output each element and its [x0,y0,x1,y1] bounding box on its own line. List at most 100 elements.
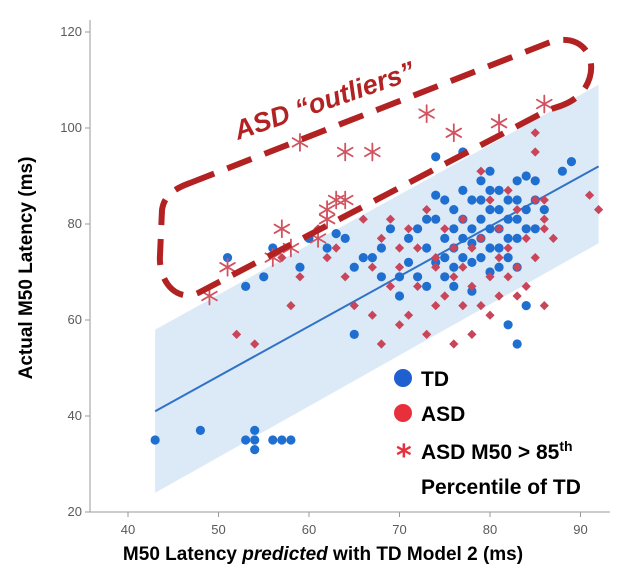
asd-outlier-point [490,113,508,133]
asd-point [467,243,477,253]
td-point [295,262,305,272]
td-point [557,166,568,176]
asd-outlier-point [364,142,381,162]
asd-point [584,190,595,200]
asd-outlier-point [336,142,354,162]
asd-point [431,253,441,263]
legend-asd85-label-line1: ASD M50 > 85th [421,438,573,464]
asd-point [394,243,405,253]
td-point [485,166,495,176]
td-point [331,229,341,239]
td-point [322,243,332,253]
asd-point [476,233,486,243]
asd-point [449,339,459,349]
asd-point [521,281,531,291]
asd-point [340,272,350,282]
y-tick-label: 40 [68,408,82,423]
td-point [521,224,531,234]
td-point [440,253,450,263]
td-point [440,233,450,243]
td-point [277,435,287,445]
y-tick-label: 100 [60,120,82,135]
asd-point [539,301,549,311]
td-point [367,253,377,263]
td-point [449,205,459,215]
asd-point [385,214,396,224]
td-point [431,257,441,267]
y-tick-label: 80 [68,216,82,231]
td-point [530,224,540,234]
asd-point [512,262,522,272]
asd-point [295,272,305,282]
td-point [494,185,504,195]
asd-point [458,214,468,224]
td-point [512,214,522,224]
x-tick-label: 40 [121,522,135,537]
asd-point [422,205,432,215]
asd-point [385,281,396,291]
td-point [449,224,459,234]
asd-point [403,224,414,234]
td-point [539,205,549,215]
asd-point [367,310,377,320]
td-point [503,320,513,330]
td-point [467,195,477,205]
asd-point [476,166,486,176]
x-axis-title-suffix: with TD Model 2 (ms) [328,544,523,565]
legend-asd-label: ASD [421,403,465,426]
asd-point [322,253,332,263]
x-tick-label: 80 [483,522,497,537]
td-point [485,185,495,195]
td-point [340,233,350,243]
asd-outlier-point [318,200,336,220]
asd-point [503,185,513,195]
asd-point [494,253,504,263]
td-point [422,214,432,224]
asd-point [512,205,522,215]
legend-asd85-text: ASD M50 > 85 [421,441,560,464]
asd-point [548,233,558,243]
td-point [467,238,477,248]
asd-outlier-point [273,219,291,239]
asd-outlier-point [536,94,553,114]
td-point [150,435,160,445]
td-point [376,272,386,282]
legend-td-marker [394,369,412,387]
asd-point [358,214,368,224]
td-point [422,243,432,253]
asd-point [485,310,495,320]
asd-point [458,262,468,272]
y-axis-title: Actual M50 Latency (ms) [16,157,37,380]
asd-point [440,291,450,301]
asd-point [521,233,531,243]
asd-point [431,262,441,272]
td-point [476,195,486,205]
td-point [376,243,386,253]
td-point [503,214,513,224]
asd-point [485,195,495,205]
td-point [241,281,251,291]
td-point [485,205,495,215]
td-point [413,224,423,234]
y-tick-label: 60 [68,312,82,327]
asd-point [232,329,242,339]
td-point [476,176,486,186]
asd-point [530,128,540,138]
td-point [431,190,441,200]
asd-point [413,243,423,253]
asd-point [431,301,441,311]
td-point [422,281,432,291]
x-axis-title-emphasis: predicted [241,544,328,565]
td-point [521,301,531,311]
asd-outlier-point [327,190,345,210]
asd-point [530,195,540,205]
td-point [566,157,577,167]
asd-outlier-point [445,123,463,143]
td-point [485,224,495,234]
asd-point [539,224,549,234]
asd-point [539,195,549,205]
td-point [458,233,468,243]
td-point [512,339,522,349]
td-point [241,435,251,445]
td-point [449,262,459,272]
